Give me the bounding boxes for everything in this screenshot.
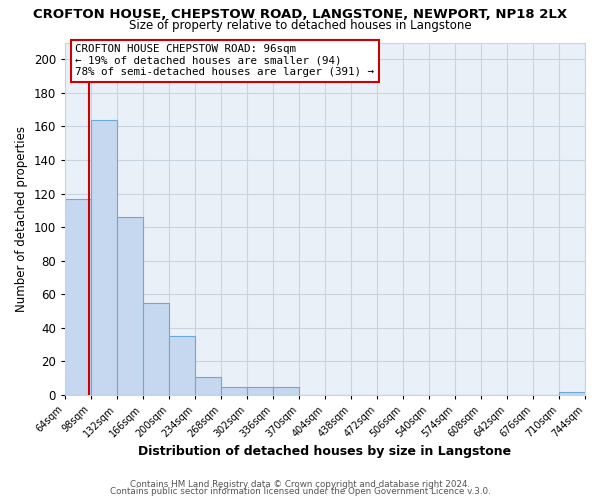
Text: Contains public sector information licensed under the Open Government Licence v.: Contains public sector information licen… [110,487,490,496]
Bar [143,302,169,395]
Y-axis label: Number of detached properties: Number of detached properties [15,126,28,312]
Bar [117,217,143,395]
Text: Size of property relative to detached houses in Langstone: Size of property relative to detached ho… [128,19,472,32]
Bar [221,386,247,395]
Text: CROFTON HOUSE CHEPSTOW ROAD: 96sqm
← 19% of detached houses are smaller (94)
78%: CROFTON HOUSE CHEPSTOW ROAD: 96sqm ← 19%… [76,44,374,78]
Bar [247,386,273,395]
Bar [91,120,117,395]
X-axis label: Distribution of detached houses by size in Langstone: Distribution of detached houses by size … [139,444,512,458]
Bar [169,336,195,395]
Text: CROFTON HOUSE, CHEPSTOW ROAD, LANGSTONE, NEWPORT, NP18 2LX: CROFTON HOUSE, CHEPSTOW ROAD, LANGSTONE,… [33,8,567,20]
Bar [65,198,91,395]
Bar [273,386,299,395]
Text: Contains HM Land Registry data © Crown copyright and database right 2024.: Contains HM Land Registry data © Crown c… [130,480,470,489]
Bar [195,376,221,395]
Bar [559,392,585,395]
